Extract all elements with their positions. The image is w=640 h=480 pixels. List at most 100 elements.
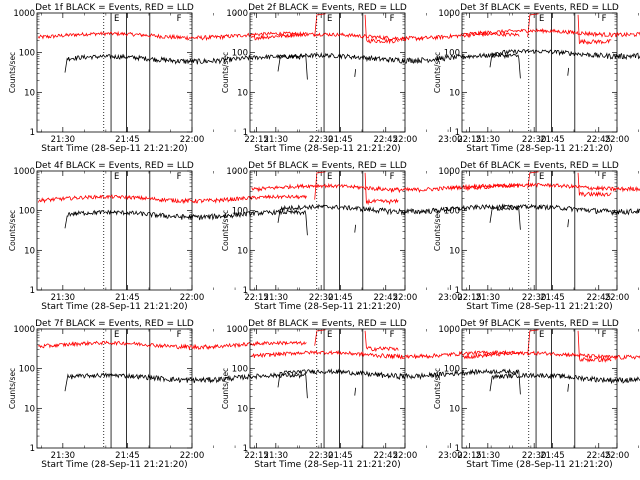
y-tick-label: 1000 (13, 325, 35, 335)
lld-series-tail (577, 330, 612, 363)
panel-title: Det 9f BLACK = Events, RED = LLD (460, 319, 619, 329)
y-axis-label: Counts/sec (8, 52, 17, 93)
x-tick-label: 21:30 (51, 293, 76, 303)
panel-det-4: Det 4f BLACK = Events, RED = LLD 1 10 100 10… (8, 161, 463, 312)
interval-marker-label: E (539, 172, 544, 182)
interval-marker-label: E (114, 14, 119, 24)
lld-series-line (37, 194, 307, 205)
plot-frame (461, 328, 618, 449)
x-axis-label: Start Time (28-Sep-11 21:21:20) (254, 302, 400, 312)
x-tick-label: 22:15 (457, 293, 482, 303)
x-tick-label: 22:30 (522, 293, 547, 303)
panel-det-8: Det 8f BLACK = Events, RED = LLD 1 10 100 10… (221, 319, 612, 470)
y-tick-label: 1 (243, 444, 248, 454)
x-tick-label: 22:45 (587, 293, 612, 303)
events-series-tail (354, 69, 357, 77)
panel-title: Det 5f BLACK = Events, RED = LLD (248, 161, 407, 171)
y-tick-label: 1000 (438, 167, 460, 177)
x-tick-label: 22:00 (605, 293, 630, 303)
y-tick-label: 1 (455, 286, 460, 296)
panel-det-5: Det 5f BLACK = Events, RED = LLD 1 10 100 10… (221, 161, 612, 312)
x-tick-label: 21:45 (328, 293, 353, 303)
plot-frame (36, 12, 193, 133)
y-tick-label: 100 (19, 49, 35, 59)
lld-series-line (463, 182, 640, 193)
events-series-tail (567, 67, 570, 76)
x-tick-label: 22:00 (180, 451, 205, 461)
lld-series-spike (314, 171, 326, 200)
y-tick-label: 1000 (226, 325, 248, 335)
x-tick-label: 23:00 (438, 135, 463, 145)
y-tick-label: 10 (449, 246, 460, 256)
y-tick-label: 1 (30, 128, 35, 138)
x-tick-label: 21:30 (264, 451, 289, 461)
x-tick-label: 21:45 (328, 451, 353, 461)
panel-title: Det 4f BLACK = Events, RED = LLD (35, 161, 194, 171)
panel-det-3: Det 3f BLACK = Events, RED = LLD 1 10 100 10… (433, 3, 640, 154)
x-tick-label: 22:30 (522, 135, 547, 145)
x-tick-label: 21:45 (115, 451, 140, 461)
plot-frame (249, 328, 406, 449)
interval-marker-label: F (602, 330, 607, 340)
lld-series-spike (314, 13, 326, 37)
x-tick-label: 22:45 (587, 135, 612, 145)
y-tick-label: 100 (19, 207, 35, 217)
y-tick-label: 100 (232, 49, 248, 59)
y-tick-label: 1 (455, 128, 460, 138)
y-tick-label: 100 (232, 207, 248, 217)
interval-marker-label: E (539, 14, 544, 24)
x-tick-label: 21:30 (264, 135, 289, 145)
x-tick-label: 22:15 (457, 135, 482, 145)
events-series-tail (567, 219, 570, 228)
x-tick-label: 21:30 (476, 451, 501, 461)
x-tick-label: 22:30 (309, 451, 334, 461)
y-tick-label: 10 (24, 246, 35, 256)
x-tick-label: 22:30 (309, 135, 334, 145)
plot-frame (249, 12, 406, 133)
events-series-line (489, 372, 640, 392)
y-tick-label: 10 (237, 88, 248, 98)
panel-title: Det 7f BLACK = Events, RED = LLD (35, 319, 194, 329)
x-tick-label: 22:45 (374, 451, 399, 461)
interval-marker-label: F (177, 172, 182, 182)
panel-title: Det 6f BLACK = Events, RED = LLD (460, 161, 619, 171)
y-tick-label: 1 (30, 444, 35, 454)
x-tick-label: 22:15 (244, 451, 269, 461)
y-tick-label: 1000 (13, 9, 35, 19)
x-tick-label: 22:45 (587, 451, 612, 461)
x-tick-label: 22:15 (244, 293, 269, 303)
y-tick-label: 100 (444, 207, 460, 217)
x-tick-label: 23:00 (438, 293, 463, 303)
plot-frame (36, 328, 193, 449)
interval-marker-label: F (390, 172, 395, 182)
panel-det-9: Det 9f BLACK = Events, RED = LLD 1 10 100 10… (433, 319, 640, 470)
interval-marker-label: F (390, 330, 395, 340)
x-tick-label: 22:00 (180, 135, 205, 145)
plot-frame (461, 170, 618, 291)
plot-frame (461, 12, 618, 133)
x-tick-label: 22:30 (522, 451, 547, 461)
lld-series-line (463, 350, 640, 361)
lld-series-line (38, 340, 307, 351)
interval-marker-label: E (539, 330, 544, 340)
y-tick-label: 10 (449, 88, 460, 98)
events-series-line (277, 368, 521, 395)
events-series-tail (354, 387, 357, 396)
y-tick-label: 1 (30, 286, 35, 296)
panel-det-1: Det 1f BLACK = Events, RED = LLD 1 10 100 10… (8, 3, 463, 154)
x-axis-label: Start Time (28-Sep-11 21:21:20) (254, 460, 400, 470)
y-axis-label: Counts/sec (433, 368, 442, 409)
x-tick-label: 23:00 (438, 451, 463, 461)
lld-series-line (251, 349, 520, 360)
y-tick-label: 100 (444, 49, 460, 59)
interval-marker-label: E (114, 330, 119, 340)
lld-series-line (462, 27, 640, 38)
x-tick-label: 21:45 (115, 135, 140, 145)
interval-marker-label: F (602, 172, 607, 182)
lld-series-spike (314, 329, 326, 346)
x-axis-label: Start Time (28-Sep-11 21:21:20) (466, 460, 612, 470)
x-tick-label: 21:30 (51, 135, 76, 145)
x-tick-label: 22:00 (393, 451, 418, 461)
interval-marker-label: F (390, 14, 395, 24)
panel-det-6: Det 6f BLACK = Events, RED = LLD 1 10 100 10… (433, 161, 640, 312)
